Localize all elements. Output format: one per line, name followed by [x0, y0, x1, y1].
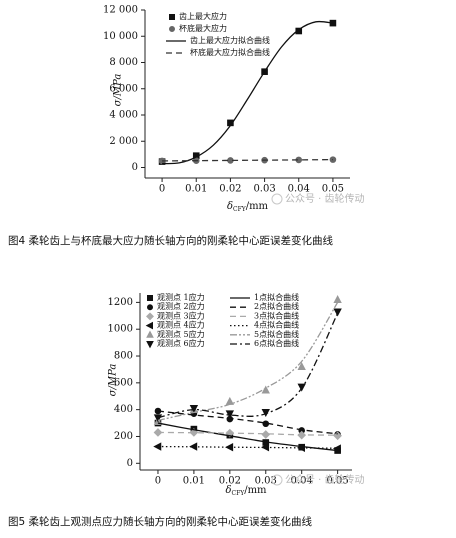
legend-label: 齿上最大应力	[179, 11, 227, 21]
x-tick-label: 0	[155, 476, 161, 487]
x-tick-label: 0	[159, 184, 165, 195]
y-tick-label: 12 000	[103, 5, 138, 16]
x-tick-label: 0.05	[326, 476, 348, 487]
y-tick-label: 4 000	[109, 110, 138, 121]
marker	[333, 308, 342, 317]
fit-line	[157, 302, 339, 422]
watermark: 公众号 · 齿轮传动	[285, 473, 365, 486]
x-tick-label: 0.05	[322, 184, 344, 195]
marker	[153, 442, 162, 451]
x-label-subscript: CFY	[233, 206, 247, 213]
legend-label: 观测点 2应力	[157, 301, 205, 311]
x-label-symbol: δ	[225, 485, 231, 496]
legend-label: 6点拟合曲线	[254, 338, 299, 348]
legend-label: 4点拟合曲线	[254, 320, 299, 330]
y-tick-label: 2 000	[109, 136, 138, 147]
legend-label: 齿上最大应力拟合曲线	[190, 35, 270, 45]
legend-label: 3点拟合曲线	[254, 310, 299, 320]
y-axis-label: σ/MPa	[113, 74, 124, 107]
marker	[189, 405, 199, 414]
fit-line	[157, 445, 338, 449]
y-tick-label: 1200	[108, 297, 133, 308]
marker	[189, 442, 198, 451]
y-tick-label: 400	[114, 404, 133, 415]
y-tick-label: 800	[114, 351, 133, 362]
legend-label: 观测点 6应力	[157, 338, 205, 348]
marker	[333, 294, 342, 304]
x-label-subscript: CFY	[231, 490, 245, 497]
marker	[225, 396, 235, 405]
legend-label: 杯底最大应力	[179, 23, 227, 33]
fit-line	[162, 20, 333, 165]
y-tick-label: 10 000	[103, 31, 138, 42]
x-tick-label: 0.04	[288, 184, 310, 195]
x-tick-label: 0.02	[219, 476, 241, 487]
marker	[261, 385, 270, 394]
marker	[225, 443, 234, 452]
legend-label: 5点拟合曲线	[254, 329, 299, 339]
fit-line	[157, 431, 338, 436]
legend-swatch	[169, 26, 175, 32]
marker	[329, 156, 337, 163]
x-axis-label: δCFY/mm	[225, 485, 267, 497]
legend-swatch	[147, 295, 153, 301]
fit-line	[157, 422, 338, 452]
legend-label: 观测点 5应力	[157, 329, 205, 339]
marker	[295, 27, 303, 35]
x-label-symbol: δ	[227, 201, 233, 212]
y-tick-label: 0	[132, 162, 138, 173]
legend-label: 2点拟合曲线	[254, 301, 299, 311]
marker	[225, 410, 235, 419]
x-tick-label: 0.03	[253, 184, 275, 195]
x-tick-label: 0.01	[185, 184, 207, 195]
legend-swatch	[146, 312, 154, 321]
marker	[153, 414, 163, 423]
x-tick-label: 0.01	[183, 476, 205, 487]
marker	[153, 428, 163, 437]
x-label-unit: /mm	[246, 201, 269, 212]
x-label-unit: /mm	[244, 485, 267, 496]
x-tick-label: 0.02	[219, 184, 241, 195]
figure-caption: 图4 柔轮齿上与杯底最大应力随长轴方向的刚柔轮中心距误差变化曲线	[8, 234, 334, 247]
x-tick-label: 0.04	[291, 476, 313, 487]
y-tick-label: 1000	[108, 324, 133, 335]
legend-label: 观测点 3应力	[157, 310, 205, 320]
fit-line	[157, 410, 338, 435]
figure-caption: 图5 柔轮齿上观测点应力随长轴方向的刚柔轮中心距误差变化曲线	[8, 515, 313, 528]
marker	[333, 431, 342, 441]
y-tick-label: 6 000	[109, 83, 138, 94]
legend-swatch	[146, 330, 154, 338]
y-tick-label: 8 000	[109, 57, 138, 68]
legend-label: 杯底最大应力拟合曲线	[190, 47, 270, 57]
legend-label: 1点拟合曲线	[254, 292, 299, 302]
watermark-icon	[271, 193, 283, 205]
watermark-icon	[271, 474, 283, 486]
marker	[297, 362, 306, 371]
y-axis-label: σ/MPa	[108, 364, 119, 397]
fit-line	[162, 158, 333, 162]
legend-swatch	[147, 304, 153, 311]
legend-label: 观测点 1应力	[157, 292, 205, 302]
x-tick-label: 0.03	[255, 476, 277, 487]
legend-label: 观测点 4应力	[157, 320, 205, 330]
legend-swatch	[169, 14, 175, 20]
fit-line	[157, 312, 339, 419]
legend-swatch	[145, 321, 153, 330]
watermark: 公众号 · 齿轮传动	[285, 192, 365, 205]
legend-swatch	[146, 341, 154, 349]
marker	[261, 443, 270, 452]
y-tick-label: 200	[114, 431, 133, 442]
y-tick-label: 600	[114, 377, 133, 388]
x-axis-label: δCFY/mm	[227, 201, 269, 213]
y-tick-label: 0	[127, 458, 133, 469]
